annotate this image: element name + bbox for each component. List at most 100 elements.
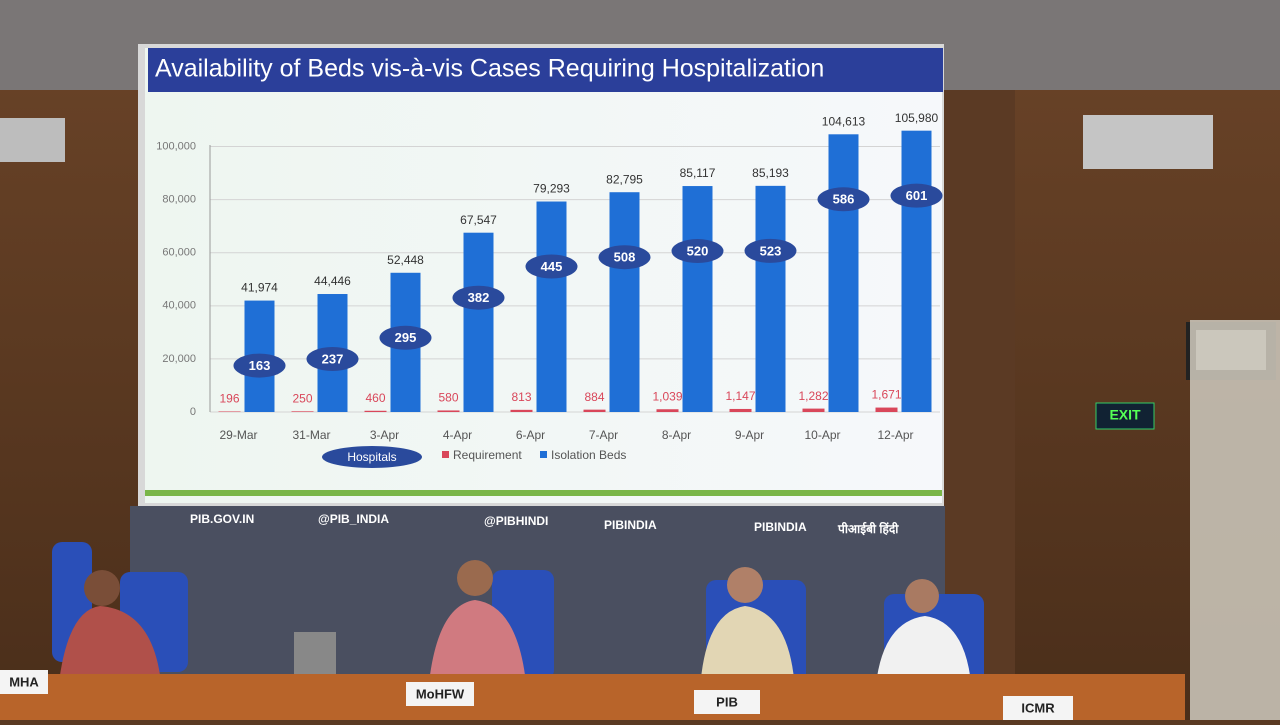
chart-title: Availability of Beds vis-à-vis Cases Req…: [155, 55, 824, 83]
x-tick-label: 9-Apr: [735, 428, 764, 442]
hospital-label: 295: [395, 330, 417, 345]
y-tick-label: 0: [190, 406, 196, 418]
value-label: 79,293: [533, 182, 570, 196]
value-label: 85,193: [752, 166, 789, 180]
bar: [510, 409, 533, 412]
legend-swatch: [442, 451, 449, 458]
value-label: 85,117: [680, 166, 716, 180]
banner-text: पीआईबी हिंदी: [837, 521, 899, 536]
y-tick-label: 20,000: [162, 353, 196, 365]
person-head: [457, 560, 493, 596]
bar: [583, 409, 606, 412]
bar: [656, 409, 679, 412]
banner-text: PIB.GOV.IN: [190, 512, 254, 526]
bar: [901, 130, 932, 413]
x-tick-label: 12-Apr: [877, 428, 913, 442]
nameplate: [694, 690, 760, 714]
bar: [729, 408, 752, 412]
bar: [364, 410, 387, 412]
value-label: 41,974: [241, 281, 278, 295]
legend-swatch: [540, 451, 547, 458]
banner-text: @PIB_INDIA: [318, 512, 389, 526]
hospital-label: 520: [687, 243, 709, 258]
y-tick-label: 80,000: [162, 194, 196, 206]
value-label: 1,282: [798, 389, 828, 403]
bar: [536, 201, 567, 412]
hospital-badge: [890, 183, 943, 208]
chart: 0 20,000 40,000 60,000 80,000 100,000 29-Mar 19…: [156, 111, 943, 468]
hospital-badge: [525, 254, 578, 279]
value-label: 44,446: [314, 274, 351, 288]
person-foreground: [1190, 320, 1280, 720]
bar: [463, 232, 494, 412]
nameplate-text: PIB: [716, 694, 738, 709]
x-tick-label: 6-Apr: [516, 428, 545, 442]
hospital-label: 445: [541, 259, 563, 274]
legend-label: Isolation Beds: [551, 448, 626, 462]
vent: [0, 118, 65, 162]
bar: [291, 411, 314, 412]
value-label: 104,613: [822, 114, 866, 128]
banner-text: @PIBHINDI: [484, 514, 548, 528]
value-label: 52,448: [387, 253, 424, 267]
value-label: 813: [511, 390, 531, 404]
hospital-label: 382: [468, 290, 490, 305]
hospital-label: 523: [760, 243, 782, 258]
nameplate-text: MHA: [9, 674, 39, 689]
table: [0, 674, 1185, 720]
hospital-badge: [233, 353, 286, 378]
person: [430, 600, 525, 675]
value-label: 67,547: [460, 213, 497, 227]
value-label: 196: [219, 392, 239, 406]
vent: [1083, 115, 1213, 169]
person-head: [84, 570, 120, 606]
pillar: [940, 90, 1015, 690]
value-label: 250: [292, 392, 312, 406]
screen-stripe: [145, 490, 942, 496]
person: [700, 606, 795, 690]
bar: [437, 410, 460, 412]
exit-text: EXIT: [1109, 407, 1141, 423]
banner: PIB.GOV.IN @PIB_INDIA @PIBHINDI PIBINDIA PIB…: [190, 512, 899, 536]
hospital-label: 237: [322, 351, 344, 366]
value-label: 580: [438, 391, 458, 405]
hospital-badge: [306, 347, 359, 372]
hospital-label: 601: [906, 188, 928, 203]
hospital-label: 508: [614, 250, 636, 265]
bar: [802, 408, 825, 412]
nameplate: [0, 670, 48, 694]
x-tick-label: 3-Apr: [370, 428, 399, 442]
title-bar: [148, 48, 943, 92]
x-tick-label: 10-Apr: [804, 428, 840, 442]
value-label: 1,039: [652, 389, 682, 403]
legend-label: Requirement: [453, 448, 522, 462]
hospital-badge: [671, 239, 724, 264]
bar: [682, 186, 713, 412]
hospital-label: 163: [249, 358, 271, 373]
hospital-badge: [598, 245, 651, 270]
hospital-badge: [379, 325, 432, 350]
person-head: [905, 579, 939, 613]
y-tick-label: 40,000: [162, 300, 196, 312]
banner-text: PIBINDIA: [754, 520, 807, 534]
hospital-label: 586: [833, 192, 855, 207]
banner-text: PIBINDIA: [604, 518, 657, 532]
legend-label: Hospitals: [347, 450, 396, 464]
bar: [875, 407, 898, 412]
value-label: 1,671: [871, 388, 901, 402]
bar: [218, 411, 241, 412]
x-tick-label: 31-Mar: [292, 428, 330, 442]
hospital-badge: [452, 285, 505, 310]
nameplates: MHA MoHFW PIB ICMR: [0, 670, 1073, 720]
value-label: 105,980: [895, 111, 939, 125]
nameplate: [1003, 696, 1073, 720]
x-tick-label: 7-Apr: [589, 428, 618, 442]
bar: [609, 192, 640, 412]
y-tick-label: 60,000: [162, 247, 196, 259]
x-tick-label: 29-Mar: [219, 428, 257, 442]
value-label: 1,147: [725, 389, 755, 403]
legend-hospitals: [322, 446, 422, 468]
nameplate: [406, 682, 474, 706]
y-tick-label: 100,000: [156, 140, 196, 152]
